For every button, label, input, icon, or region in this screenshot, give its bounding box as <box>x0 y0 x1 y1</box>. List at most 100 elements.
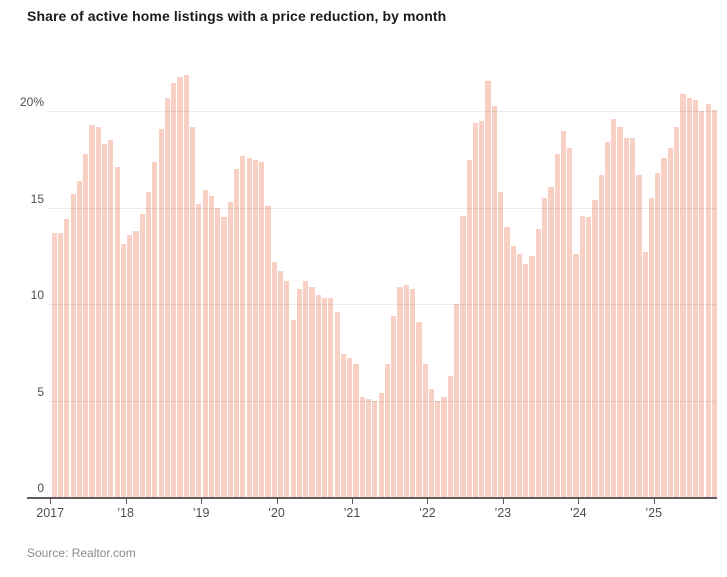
bar <box>542 198 548 497</box>
bar <box>221 217 227 497</box>
x-axis-tick <box>578 499 580 504</box>
bar <box>384 364 391 497</box>
bar <box>208 196 215 497</box>
bar <box>76 180 83 497</box>
bar <box>611 119 617 497</box>
bar <box>64 219 70 497</box>
bar <box>422 364 428 497</box>
bar <box>711 109 717 497</box>
bar <box>410 288 416 497</box>
bar <box>347 358 353 497</box>
bar <box>240 155 246 497</box>
bar <box>472 123 479 497</box>
y-axis-label: 10 <box>30 288 44 303</box>
bar <box>560 130 567 497</box>
bar <box>215 207 221 497</box>
bar <box>95 126 101 497</box>
bar <box>303 281 309 497</box>
x-axis-tick <box>50 499 52 504</box>
bar <box>252 159 259 497</box>
bar <box>586 217 592 497</box>
bar <box>435 400 441 497</box>
bar <box>460 215 466 497</box>
bar <box>548 186 554 497</box>
x-axis-tick <box>352 499 353 504</box>
bar <box>617 126 623 497</box>
bar <box>120 244 127 497</box>
bar <box>89 124 95 497</box>
y-axis-label: 0 <box>37 481 44 495</box>
bar <box>315 294 321 497</box>
source-note: Source: Realtor.com <box>27 546 136 560</box>
bar <box>366 398 372 497</box>
bar <box>328 298 334 497</box>
bar <box>705 103 711 497</box>
x-axis-baseline <box>27 497 717 499</box>
bar <box>447 375 453 497</box>
bar <box>57 232 64 497</box>
gridline <box>47 400 717 402</box>
bar <box>523 263 529 497</box>
x-axis-label: ’22 <box>419 506 436 520</box>
bar <box>372 400 378 497</box>
y-axis-label: 15 <box>30 191 44 206</box>
x-axis-tick <box>125 499 127 504</box>
x-axis-label: ’18 <box>117 506 134 520</box>
bar <box>177 76 183 497</box>
bar <box>655 173 661 497</box>
x-axis-label: ’25 <box>645 506 663 520</box>
bar <box>259 161 265 497</box>
bar <box>278 271 284 497</box>
bar <box>454 304 460 497</box>
gridline <box>47 111 717 113</box>
bar <box>391 315 397 497</box>
bar <box>573 254 579 497</box>
bar <box>403 284 409 497</box>
bar <box>623 138 629 497</box>
bar <box>397 286 403 497</box>
bar <box>296 288 303 497</box>
y-axis-label: 5 <box>37 384 44 399</box>
bar <box>674 126 680 497</box>
bar <box>686 97 692 497</box>
bar <box>334 311 340 497</box>
bar <box>114 167 120 497</box>
bar <box>491 105 497 497</box>
bar <box>479 121 485 497</box>
bar <box>428 389 435 497</box>
bar <box>416 321 422 497</box>
bar <box>353 364 359 497</box>
bar <box>70 194 76 497</box>
x-axis-label: ’21 <box>343 506 361 520</box>
bar <box>359 396 365 497</box>
bar <box>604 142 611 497</box>
bar <box>322 298 328 497</box>
bar <box>284 281 290 497</box>
bar <box>101 144 108 497</box>
bar <box>309 286 315 497</box>
bar <box>535 229 541 497</box>
bar <box>158 128 164 497</box>
bar <box>692 99 699 497</box>
bar <box>667 148 673 497</box>
bar <box>579 215 585 497</box>
bar <box>164 97 171 497</box>
bar <box>108 140 114 497</box>
x-axis-label: ’24 <box>569 506 587 520</box>
bar <box>378 392 384 497</box>
y-axis-label: 20% <box>19 95 44 110</box>
bar <box>133 230 139 497</box>
bar <box>139 213 145 497</box>
plot-area <box>47 68 717 497</box>
bar <box>630 138 636 497</box>
bar <box>83 153 89 497</box>
x-axis-label: ’20 <box>268 506 285 520</box>
bar <box>598 175 604 497</box>
x-axis-tick <box>502 499 504 504</box>
bar <box>171 82 177 497</box>
x-axis-label: ’19 <box>192 506 210 520</box>
chart-title: Share of active home listings with a pri… <box>27 8 447 24</box>
bar <box>152 161 158 497</box>
x-axis-label: 2017 <box>36 506 65 520</box>
